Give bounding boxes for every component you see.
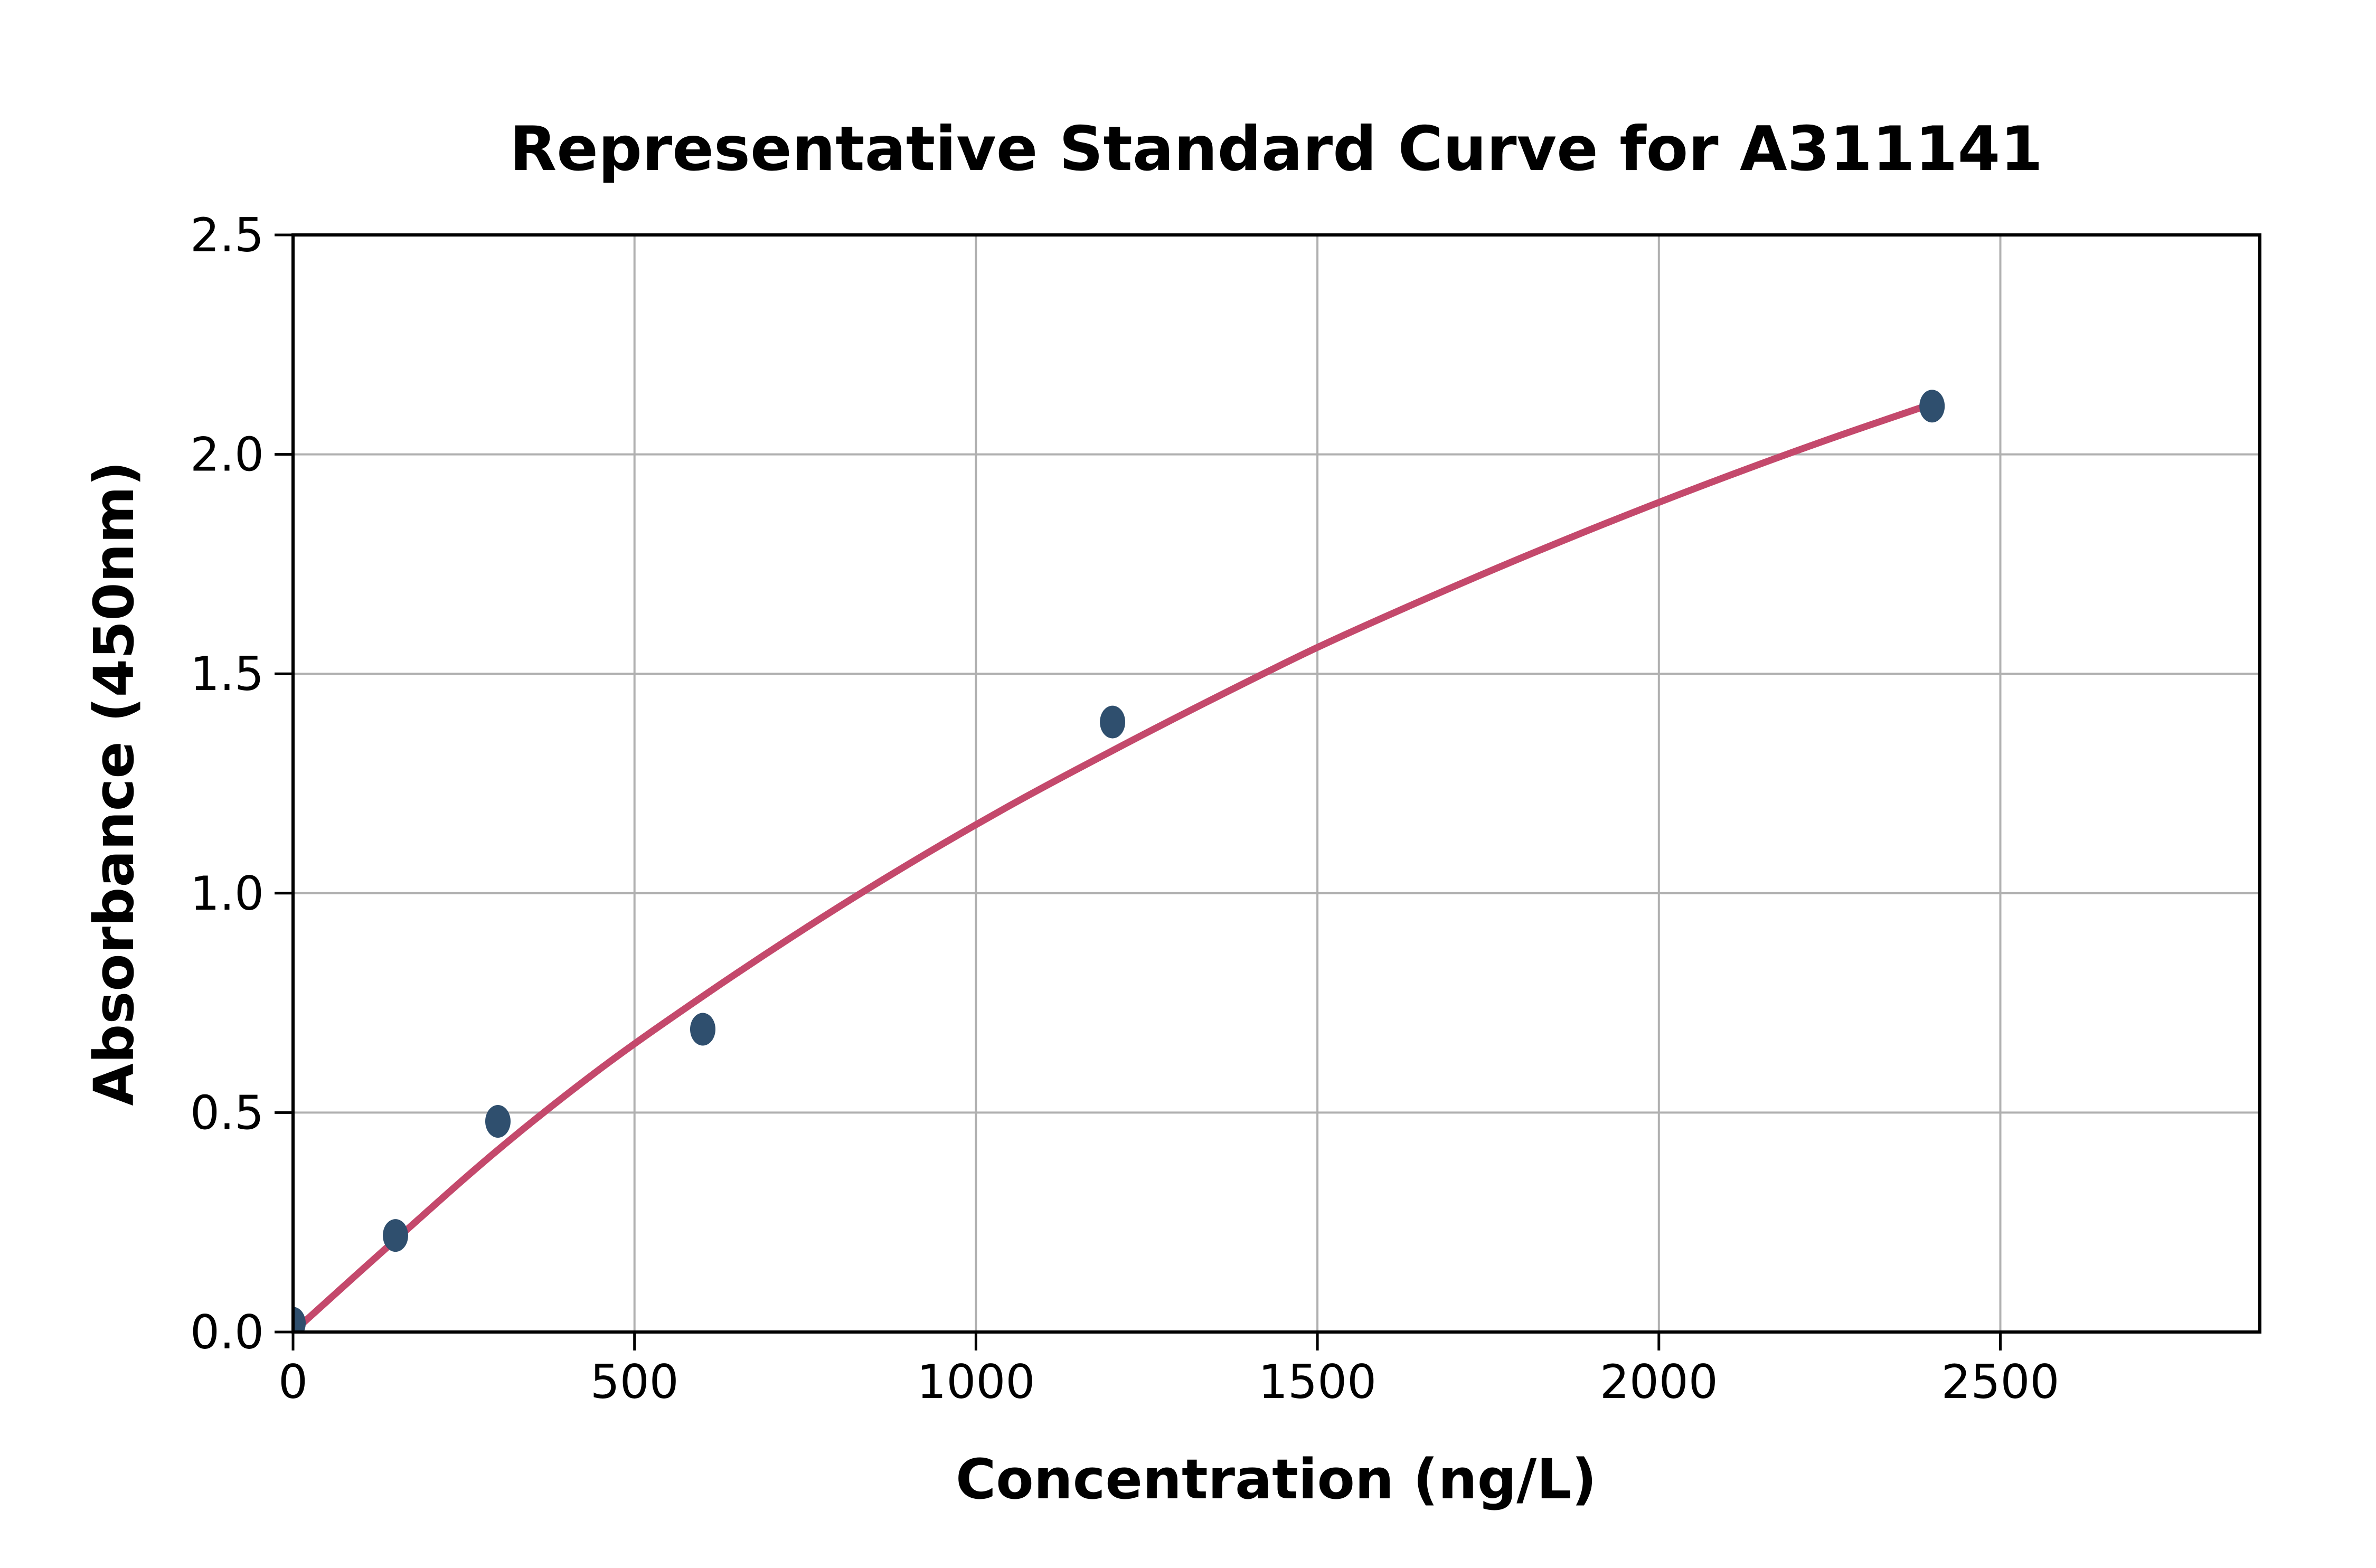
y-tick-label: 0.0 xyxy=(190,1305,264,1359)
tick-marks xyxy=(275,233,2002,1350)
x-tick-label: 500 xyxy=(590,1355,679,1409)
x-axis-label: Concentration (ng/L) xyxy=(956,1447,1597,1512)
y-tick-label: 1.0 xyxy=(190,866,264,921)
plot-border xyxy=(291,233,2261,1334)
x-tick-label: 1000 xyxy=(917,1355,1035,1409)
x-tick-label: 0 xyxy=(278,1355,308,1409)
y-tick-label: 1.5 xyxy=(190,647,264,701)
y-axis-label: Absorbance (450nm) xyxy=(82,461,146,1106)
chart-title: Representative Standard Curve for A31114… xyxy=(510,114,2043,185)
data-point xyxy=(485,1105,511,1138)
data-point xyxy=(1919,390,1945,423)
x-tick-label: 2500 xyxy=(1941,1355,2060,1409)
standard-curve-line xyxy=(293,400,1936,1332)
data-point xyxy=(690,1013,715,1046)
x-tick-label: 2000 xyxy=(1600,1355,1718,1409)
y-tick-label: 2.5 xyxy=(190,208,264,262)
y-tick-label: 2.0 xyxy=(190,428,264,482)
plot-area xyxy=(293,390,1945,1332)
data-point xyxy=(383,1219,408,1252)
data-point xyxy=(293,1307,306,1332)
axes-spines xyxy=(291,233,2261,1334)
y-tick-label: 0.5 xyxy=(190,1085,264,1140)
x-tick-label: 1500 xyxy=(1258,1355,1376,1409)
tick-labels: 0 500 1000 1500 2000 2500 0.0 0.5 1.0 1.5 2.0 2.5 xyxy=(190,208,2059,1409)
data-point xyxy=(1100,705,1126,739)
